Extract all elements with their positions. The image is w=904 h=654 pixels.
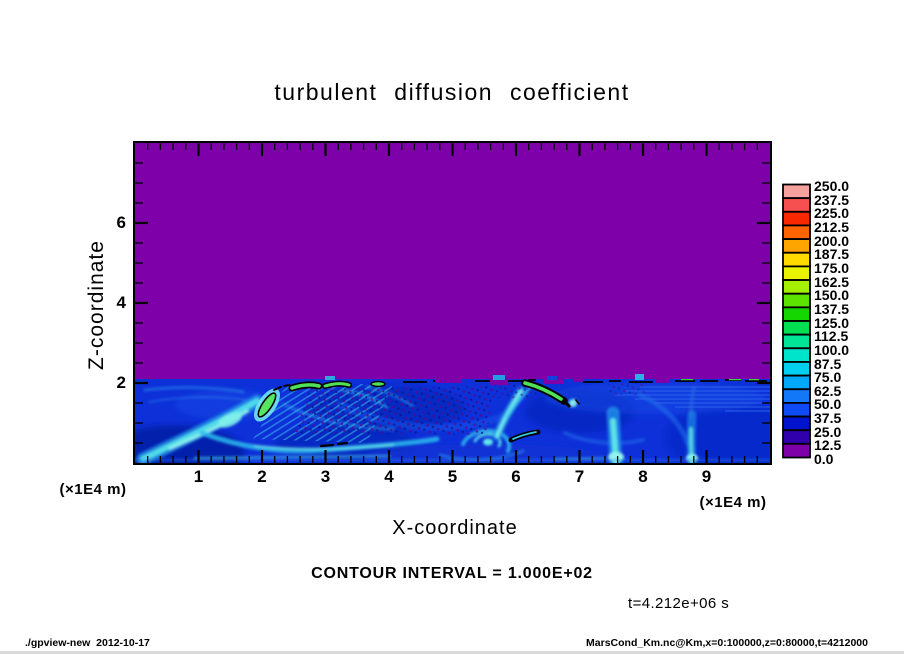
x-axis-unit: (×1E4 m) — [699, 494, 767, 511]
axis-ticks — [135, 143, 770, 463]
colorbar-level-label: 75.0 — [814, 369, 842, 386]
x-tick-label: 4 — [384, 467, 394, 486]
window-edge — [0, 651, 904, 654]
colorbar-cell — [782, 401, 811, 418]
colorbar-level-label: 212.5 — [814, 218, 850, 235]
colorbar-level-label: 100.0 — [814, 341, 850, 358]
colorbar-level-label: 50.0 — [814, 396, 842, 413]
interface-contour-dashes — [403, 379, 767, 383]
colorbar-level-label: 25.0 — [814, 423, 842, 440]
y-tick-label: 4 — [116, 293, 126, 312]
colorbar-cell — [782, 197, 811, 213]
colorbar-cell — [782, 210, 811, 227]
colorbar-level-label: 137.5 — [814, 300, 850, 317]
footer-dataset: MarsCond_Km.nc@Km,x=0:100000,z=0:80000,t… — [586, 637, 868, 649]
colorbar-cell — [782, 429, 811, 445]
colorbar-cell — [782, 347, 811, 363]
x-tick-label: 2 — [257, 467, 267, 486]
colorbar-level-label: 0.0 — [814, 451, 834, 467]
colorbar-cell — [782, 183, 811, 200]
colorbar-cell — [782, 374, 811, 391]
colorbar-cell — [782, 320, 811, 336]
colorbar-level-label: 225.0 — [814, 205, 850, 222]
x-tick-label: 6 — [511, 467, 521, 486]
colorbar-level-label: 250.0 — [814, 178, 850, 194]
time-label: t=4.212e+06 s — [628, 595, 730, 612]
colorbar-level-label: 87.5 — [814, 355, 842, 372]
colorbar-level-label: 237.5 — [814, 191, 850, 208]
colorbar-cell — [782, 265, 811, 281]
colorbar-cell — [782, 238, 811, 254]
contour-100-filaments — [254, 379, 580, 448]
x-tick-label: 1 — [193, 467, 204, 486]
colorbar-cell — [782, 279, 811, 295]
colorbar-cell — [782, 388, 811, 404]
y-tick-label: 6 — [116, 213, 126, 232]
colorbar-level-label: 162.5 — [814, 273, 850, 290]
plot-area — [133, 141, 772, 465]
footer-command: ./gpview-new 2012-10-17 — [25, 637, 150, 649]
x-tick-label: 7 — [574, 467, 585, 486]
x-tick-label: 3 — [320, 467, 331, 486]
interface-bumps — [325, 374, 644, 380]
colorbar-level-label: 175.0 — [814, 259, 850, 276]
colorbar-level-label: 112.5 — [814, 328, 849, 345]
colorbar-cell — [782, 415, 811, 432]
x-tick-label: 5 — [447, 467, 458, 486]
colorbar-level-label: 62.5 — [814, 382, 842, 399]
chart-title: turbulent diffusion coefficient — [274, 79, 630, 105]
colorbar-level-label: 125.0 — [814, 314, 850, 331]
colorbar — [782, 183, 811, 459]
colorbar-cell — [782, 306, 811, 322]
x-tick-label: 9 — [701, 467, 712, 486]
colorbar-level-label: 37.5 — [814, 410, 842, 427]
x-axis-label: X-coordinate — [392, 517, 518, 539]
colorbar-level-label: 12.5 — [814, 437, 842, 454]
colorbar-cell — [782, 333, 811, 350]
y-tick-label: 2 — [116, 373, 126, 392]
colorbar-cell — [782, 292, 811, 309]
y-axis-unit: (×1E4 m) — [59, 481, 127, 498]
heatmap-canvas — [135, 143, 770, 463]
colorbar-level-label: 200.0 — [814, 232, 850, 249]
contour-interval-caption: CONTOUR INTERVAL = 1.000E+02 — [311, 565, 593, 582]
colorbar-cell — [782, 442, 811, 459]
turbulent-layer — [135, 379, 770, 463]
colorbar-level-label: 187.5 — [814, 246, 850, 263]
x-tick-label: 8 — [638, 467, 648, 486]
colorbar-level-label: 150.0 — [814, 287, 850, 304]
colorbar-cell — [782, 361, 811, 377]
colorbar-cell — [782, 224, 811, 241]
colorbar-cell — [782, 251, 811, 268]
